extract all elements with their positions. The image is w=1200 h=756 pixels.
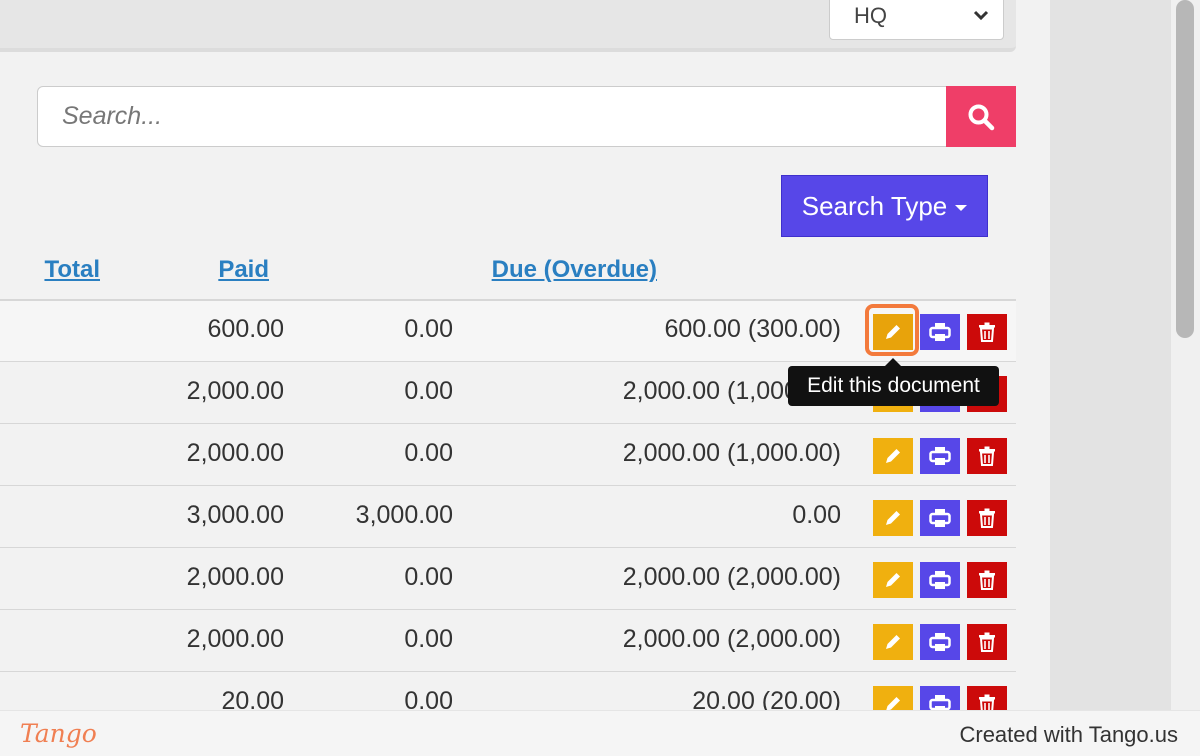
table-row: 600.00 0.00 600.00 (300.00) (0, 301, 1016, 362)
delete-button[interactable] (967, 500, 1007, 536)
cell-paid: 0.00 (404, 315, 453, 343)
trash-icon (979, 322, 995, 342)
trash-icon (979, 694, 995, 710)
main-content: HQ Search Type Total Paid Due (Overdue) … (0, 0, 1016, 710)
edit-button[interactable] (873, 624, 913, 660)
branch-select-value: HQ (854, 3, 887, 28)
cell-due: 20.00 (20.00) (692, 687, 841, 710)
cell-total: 2,000.00 (186, 563, 284, 591)
edit-button[interactable] (873, 500, 913, 536)
search-type-button[interactable]: Search Type (781, 175, 988, 237)
cell-paid: 0.00 (404, 439, 453, 467)
printer-icon (929, 571, 951, 589)
top-bar: HQ (0, 0, 1016, 52)
cell-total: 600.00 (207, 315, 284, 343)
trash-icon (979, 632, 995, 652)
footer: Tango Created with Tango.us (0, 710, 1200, 756)
print-button[interactable] (920, 562, 960, 598)
tooltip: Edit this document (788, 358, 999, 406)
edit-button[interactable] (873, 562, 913, 598)
print-button[interactable] (920, 624, 960, 660)
print-button[interactable] (920, 314, 960, 350)
pencil-icon (886, 511, 900, 525)
trash-icon (979, 446, 995, 466)
branch-select[interactable]: HQ (829, 0, 1004, 40)
cell-due: 2,000.00 (2,000.00) (622, 625, 841, 653)
edit-button[interactable] (873, 314, 913, 350)
trash-icon (979, 508, 995, 528)
chevron-down-icon (973, 10, 989, 21)
tango-logo: Tango (20, 719, 97, 748)
cell-total: 3,000.00 (186, 501, 284, 529)
delete-button[interactable] (967, 686, 1007, 710)
search-type-label: Search Type (801, 190, 948, 221)
pencil-icon (886, 449, 900, 463)
cell-paid: 0.00 (404, 563, 453, 591)
cell-paid: 3,000.00 (355, 501, 453, 529)
pencil-icon (886, 325, 900, 339)
delete-button[interactable] (967, 624, 1007, 660)
search-input[interactable] (37, 86, 947, 147)
print-button[interactable] (920, 438, 960, 474)
table-row: 20.00 0.00 20.00 (20.00) (0, 673, 1016, 710)
table-row: 2,000.00 0.00 2,000.00 (1,000.00) (0, 425, 1016, 486)
print-button[interactable] (920, 686, 960, 710)
printer-icon (929, 633, 951, 651)
side-panel (1050, 0, 1170, 710)
cell-total: 20.00 (221, 687, 284, 710)
cell-due: 2,000.00 (1,000.00) (622, 439, 841, 467)
cell-paid: 0.00 (404, 377, 453, 405)
caret-down-icon (955, 204, 968, 211)
table-row: 2,000.00 0.00 2,000.00 (2,000.00) (0, 549, 1016, 610)
printer-icon (929, 323, 951, 341)
printer-icon (929, 509, 951, 527)
table-row: 3,000.00 3,000.00 0.00 (0, 487, 1016, 548)
cell-due: 0.00 (792, 501, 841, 529)
print-button[interactable] (920, 500, 960, 536)
column-header-total[interactable]: Total (44, 256, 100, 283)
edit-button[interactable] (873, 686, 913, 710)
cell-paid: 0.00 (404, 687, 453, 710)
footer-credit: Created with Tango.us (959, 722, 1178, 747)
table-row: 2,000.00 0.00 2,000.00 (2,000.00) (0, 611, 1016, 672)
table-header-divider (0, 299, 1016, 301)
search-icon (968, 104, 995, 130)
pencil-icon (886, 635, 900, 649)
column-header-paid[interactable]: Paid (218, 256, 269, 283)
delete-button[interactable] (967, 562, 1007, 598)
pencil-icon (886, 573, 900, 587)
delete-button[interactable] (967, 438, 1007, 474)
trash-icon (979, 570, 995, 590)
edit-button[interactable] (873, 438, 913, 474)
printer-icon (929, 447, 951, 465)
cell-total: 2,000.00 (186, 377, 284, 405)
pencil-icon (886, 697, 900, 710)
column-header-due[interactable]: Due (Overdue) (491, 256, 657, 283)
search-button[interactable] (946, 86, 1016, 147)
delete-button[interactable] (967, 314, 1007, 350)
cell-total: 2,000.00 (186, 439, 284, 467)
printer-icon (929, 695, 951, 710)
search-bar (37, 86, 1016, 147)
scrollbar-thumb[interactable] (1176, 0, 1194, 338)
cell-due: 600.00 (300.00) (664, 315, 841, 343)
cell-total: 2,000.00 (186, 625, 284, 653)
cell-due: 2,000.00 (2,000.00) (622, 563, 841, 591)
cell-paid: 0.00 (404, 625, 453, 653)
